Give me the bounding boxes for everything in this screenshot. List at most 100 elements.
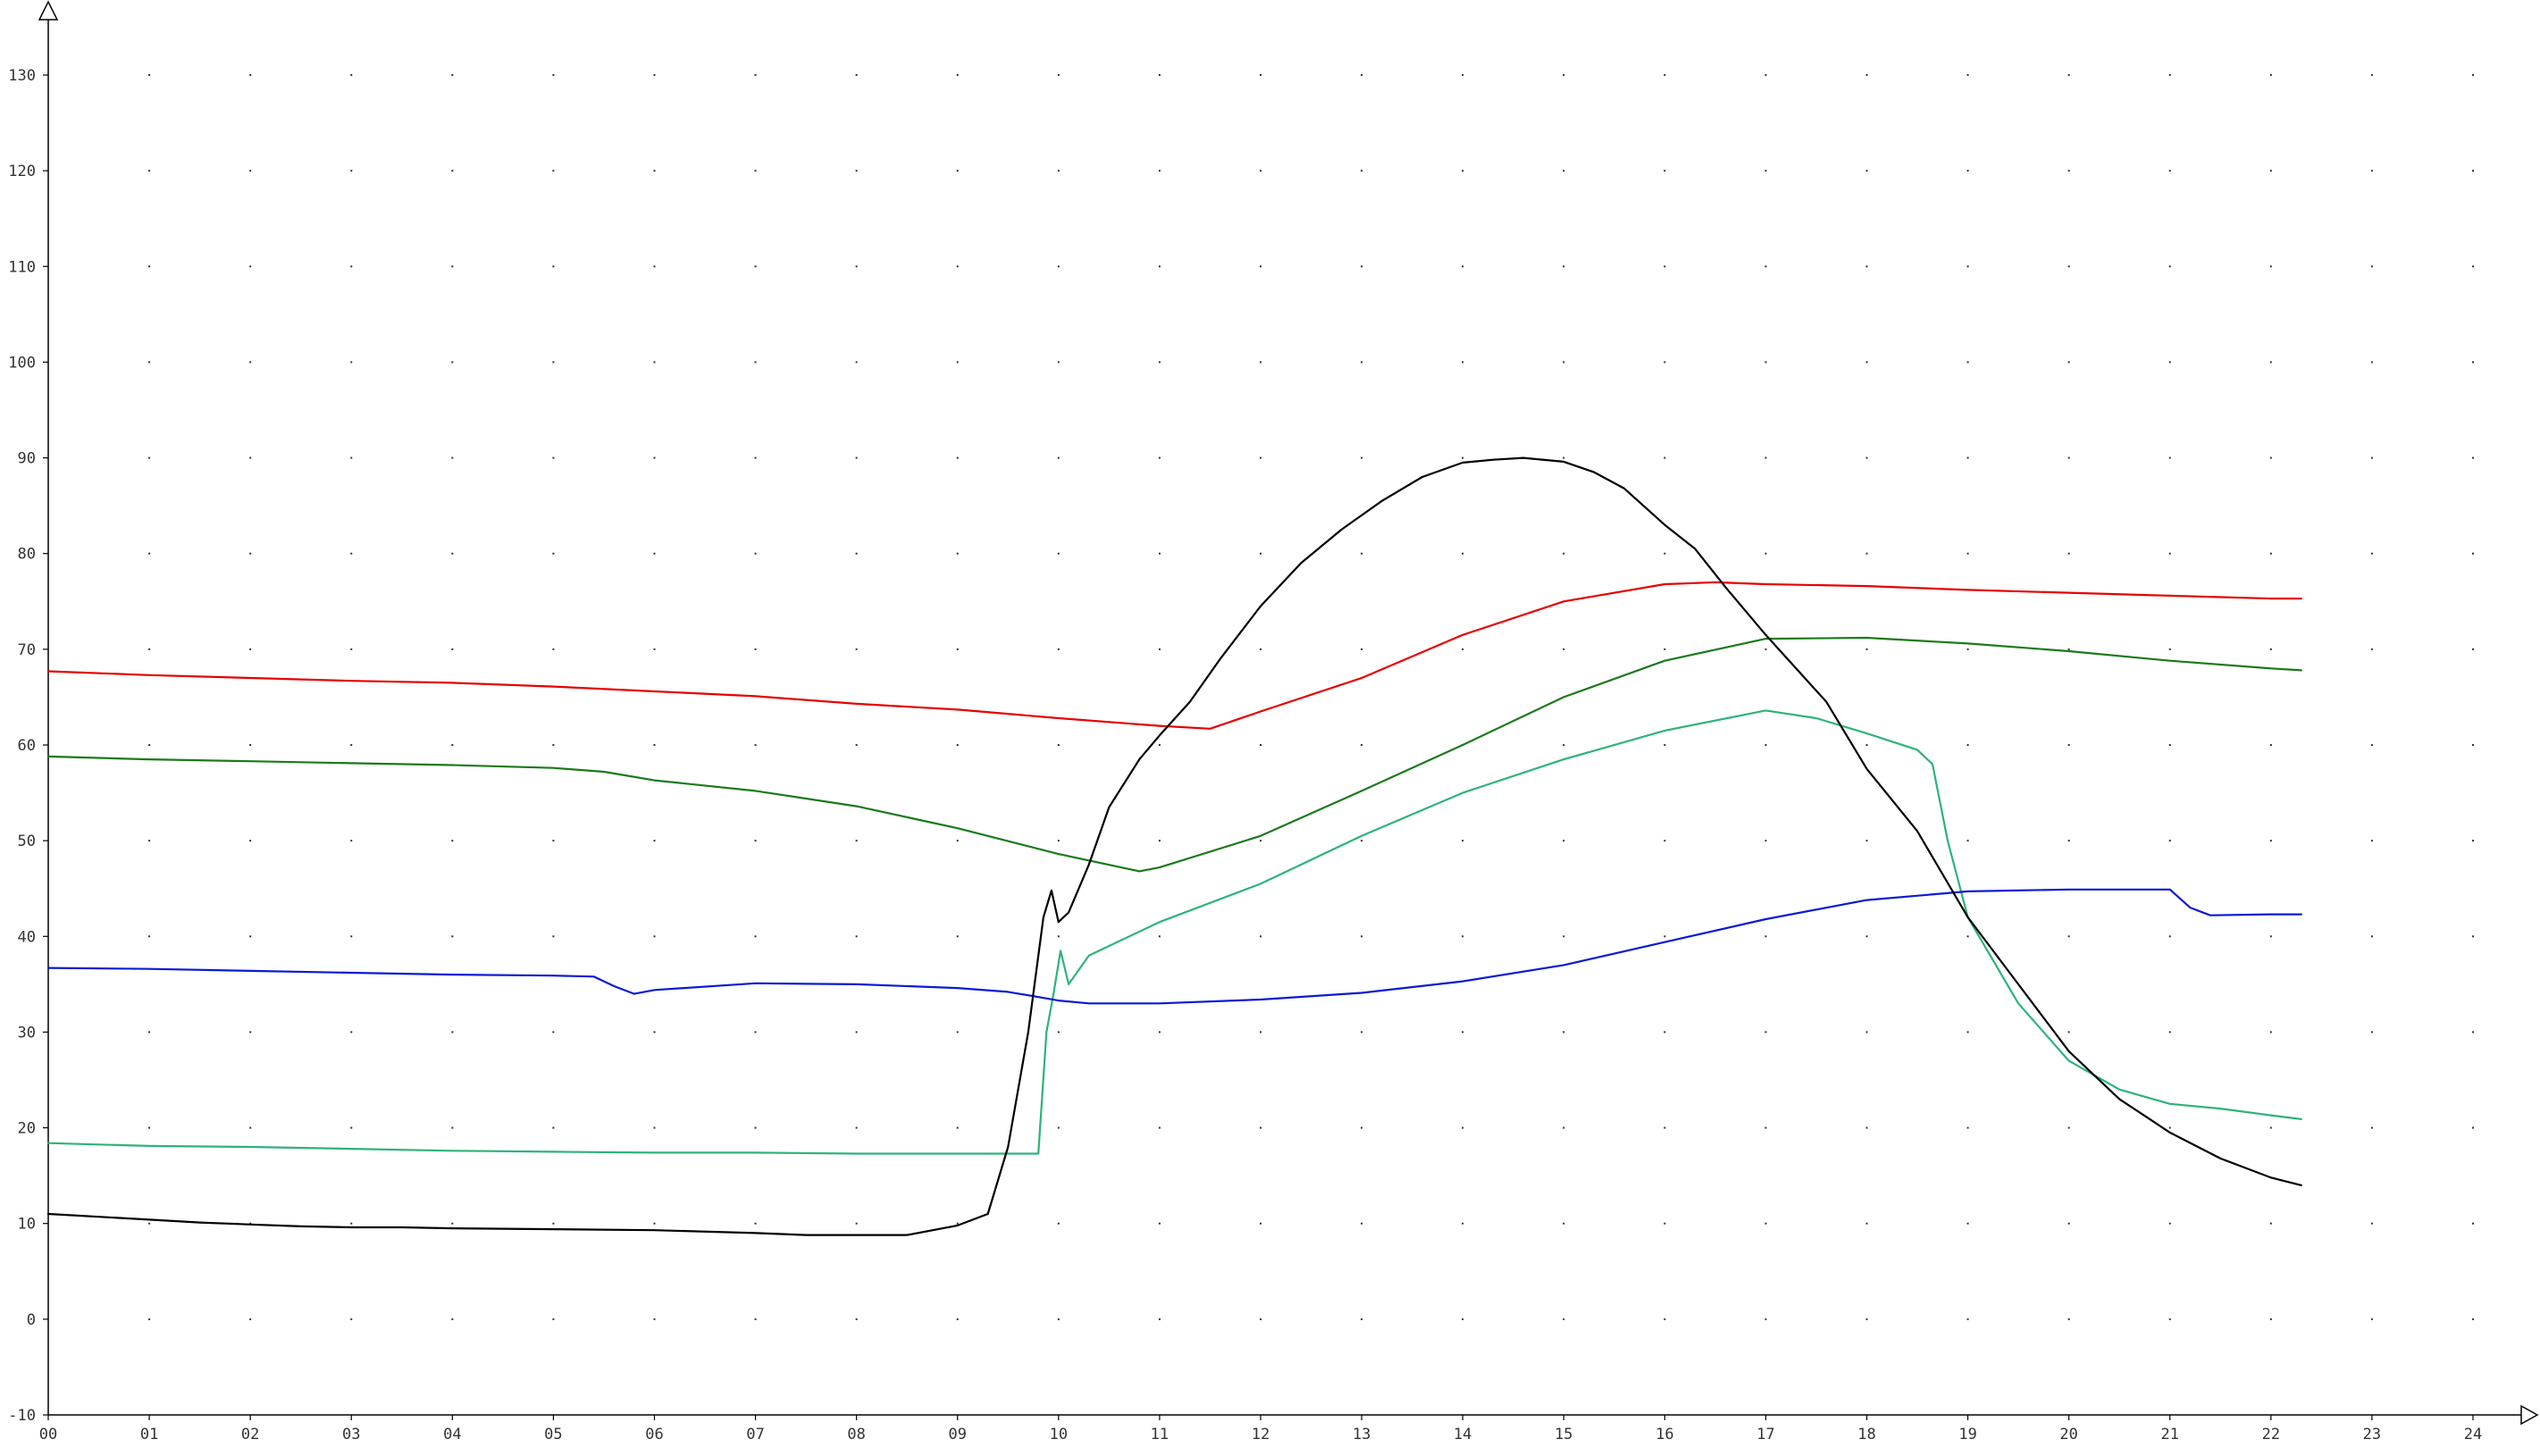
grid-dot: [552, 744, 555, 746]
grid-dot: [956, 744, 959, 746]
grid-dot: [855, 170, 858, 172]
grid-dot: [1865, 648, 1868, 650]
grid-dot: [1765, 1222, 1767, 1225]
x-tick-label: 22: [2262, 1426, 2280, 1443]
grid-dot: [1361, 170, 1363, 172]
y-tick-label: 130: [8, 67, 36, 85]
grid-dot: [2168, 361, 2171, 364]
grid-dot: [1260, 935, 1262, 938]
x-tick-label: 16: [1656, 1426, 1673, 1443]
grid-dot: [1158, 744, 1161, 746]
grid-dot: [956, 456, 959, 459]
x-tick-label: 20: [2059, 1426, 2077, 1443]
grid-dot: [2067, 74, 2070, 76]
grid-dot: [2472, 552, 2474, 555]
grid-dot: [2472, 1222, 2474, 1225]
grid-dot: [2168, 840, 2171, 842]
grid-dot: [1865, 456, 1868, 459]
grid-dot: [1260, 648, 1262, 650]
grid-dot: [2168, 1318, 2171, 1320]
grid-dot: [653, 935, 656, 938]
grid-dot: [249, 456, 252, 459]
y-tick-label: 90: [18, 450, 36, 468]
grid-dot: [2269, 1318, 2272, 1320]
grid-dot: [653, 648, 656, 650]
x-tick-label: 21: [2161, 1426, 2179, 1443]
grid-dot: [2370, 1126, 2373, 1129]
grid-dot: [2370, 170, 2373, 172]
grid-dot: [1765, 552, 1767, 555]
x-tick-label: 03: [342, 1426, 360, 1443]
grid-dot: [1765, 840, 1767, 842]
grid-dot: [148, 840, 151, 842]
grid-dot: [249, 1318, 252, 1320]
grid-dot: [1664, 744, 1666, 746]
grid-dot: [1462, 456, 1464, 459]
grid-dot: [350, 744, 353, 746]
grid-dot: [1765, 1318, 1767, 1320]
grid-dot: [1361, 1126, 1363, 1129]
grid-dot: [754, 361, 757, 364]
grid-dot: [754, 1031, 757, 1033]
grid-dot: [1966, 170, 1969, 172]
grid-dot: [2067, 935, 2070, 938]
grid-dot: [2370, 456, 2373, 459]
grid-dot: [148, 74, 151, 76]
grid-dot: [2472, 935, 2474, 938]
grid-dot: [552, 265, 555, 268]
grid-dot: [855, 744, 858, 746]
grid-dot: [1057, 840, 1060, 842]
x-axis-arrow-icon: [2520, 1404, 2539, 1426]
grid-dot: [249, 648, 252, 650]
grid-dot: [956, 1031, 959, 1033]
grid-dot: [2472, 265, 2474, 268]
grid-dot: [2168, 552, 2171, 555]
grid-dot: [653, 1126, 656, 1129]
grid-dot: [1462, 648, 1464, 650]
grid-dot: [2269, 840, 2272, 842]
grid-dot: [350, 648, 353, 650]
grid-dot: [451, 456, 454, 459]
grid-dot: [754, 456, 757, 459]
grid-dot: [1966, 1222, 1969, 1225]
grid-dot: [1057, 265, 1060, 268]
grid-dot: [148, 1318, 151, 1320]
grid-dot: [1563, 361, 1565, 364]
grid-dot: [350, 1222, 353, 1225]
grid-dot: [1966, 1318, 1969, 1320]
grid-dot: [956, 1222, 959, 1225]
grid-dot: [350, 170, 353, 172]
grid-dot: [148, 552, 151, 555]
grid-dot: [1966, 935, 1969, 938]
grid-dot: [1260, 74, 1262, 76]
grid-dot: [653, 74, 656, 76]
grid-dot: [1361, 1222, 1363, 1225]
grid-dot: [451, 840, 454, 842]
grid-dot: [1057, 744, 1060, 746]
grid-dot: [2067, 1222, 2070, 1225]
y-tick-label: 40: [18, 928, 36, 946]
y-tick-label: 100: [8, 354, 36, 372]
grid-dot: [956, 1126, 959, 1129]
grid-dot: [1865, 265, 1868, 268]
grid-dot: [1664, 1318, 1666, 1320]
grid-dot: [653, 456, 656, 459]
grid-dot: [2168, 265, 2171, 268]
grid-dot: [2067, 456, 2070, 459]
y-tick-label: 120: [8, 163, 36, 180]
grid-dot: [2370, 648, 2373, 650]
grid-dot: [148, 170, 151, 172]
x-tick-label: 05: [544, 1426, 562, 1443]
grid-dot: [2269, 170, 2272, 172]
grid-dot: [2472, 1031, 2474, 1033]
grid-dot: [1057, 552, 1060, 555]
grid-dot: [2472, 840, 2474, 842]
grid-dot: [1361, 744, 1363, 746]
y-tick-label: 10: [18, 1216, 36, 1234]
grid-dot: [1865, 170, 1868, 172]
grid-dot: [2067, 170, 2070, 172]
grid-dot: [350, 935, 353, 938]
grid-dot: [1865, 361, 1868, 364]
grid-dot: [1664, 648, 1666, 650]
grid-dot: [1563, 170, 1565, 172]
